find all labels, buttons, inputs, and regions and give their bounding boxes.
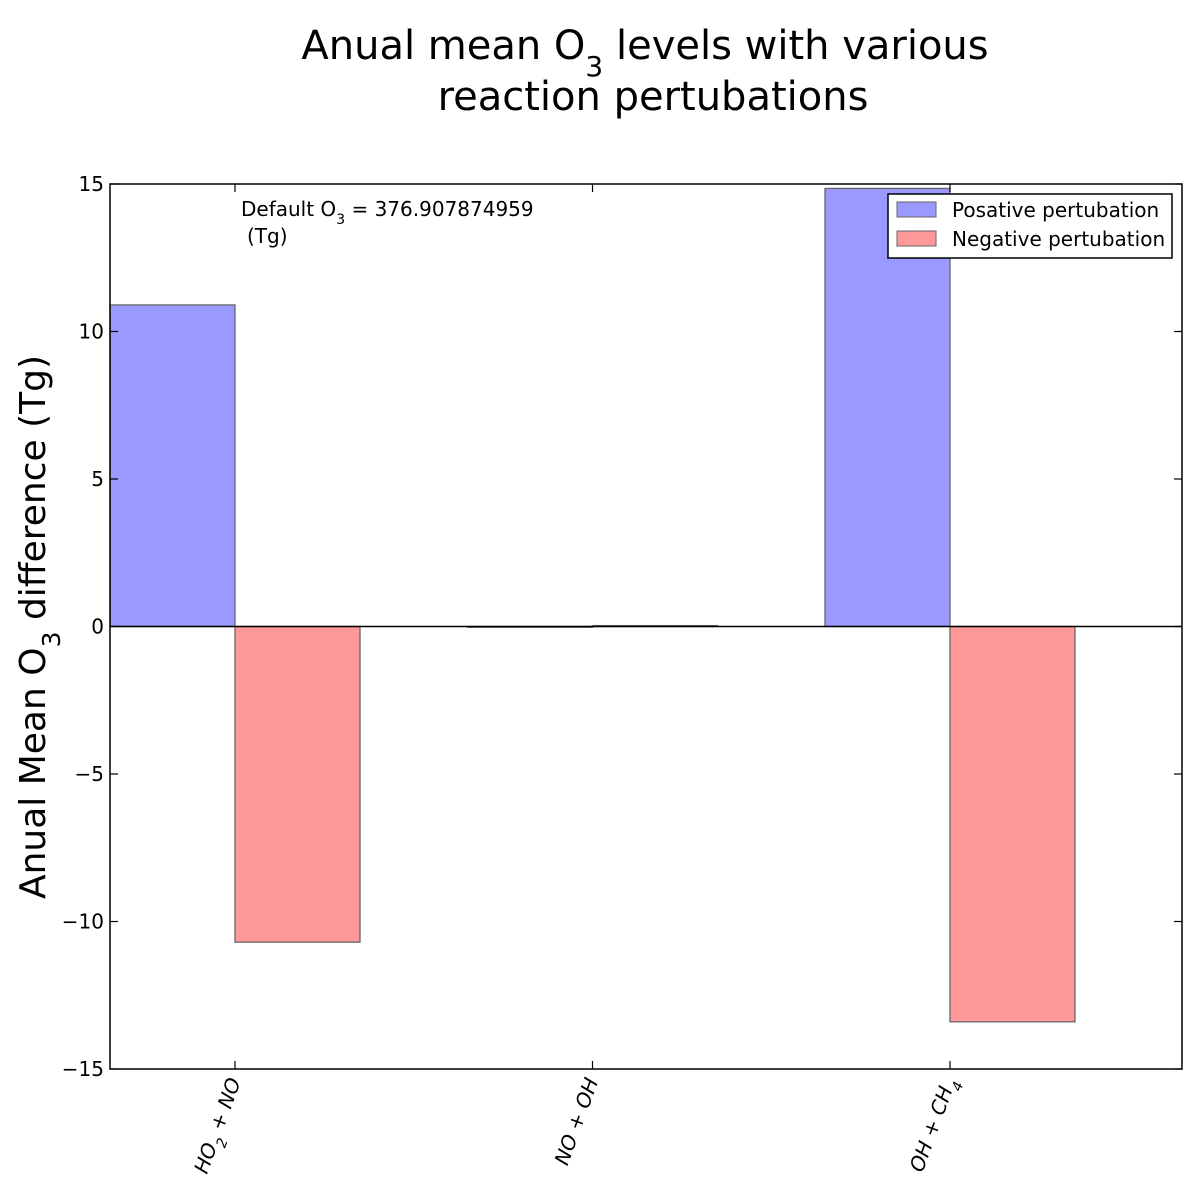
x-tick-label-1: NO + OH [550, 1075, 604, 1169]
legend-label-negative: Negative pertubation [952, 227, 1165, 251]
legend-swatch-negative [896, 230, 937, 247]
default-o3-annotation-line1: Default O3 = 376.907874959 [241, 197, 534, 228]
y-tick-label-3: 0 [91, 615, 104, 639]
bar-negative-0 [234, 625, 361, 943]
bar-negative-2 [949, 625, 1076, 1023]
x-tick-label-2: OH + CH4 [905, 1075, 968, 1178]
bar-positive-2 [824, 187, 951, 628]
title-line1-pre: Anual mean O [301, 23, 585, 69]
y-tick-label-2: 5 [91, 467, 104, 491]
legend-swatch-positive [896, 201, 937, 218]
ylabel-sub: 3 [37, 632, 66, 648]
legend: Posative pertubation Negative pertubatio… [887, 193, 1173, 259]
annot-line1-sub: 3 [336, 212, 345, 228]
legend-label-positive: Posative pertubation [952, 198, 1159, 222]
y-tick-label-1: 10 [79, 320, 104, 344]
default-o3-annotation-line2: (Tg) [247, 224, 288, 248]
ylabel-pre: Anual Mean O [13, 647, 54, 899]
bars-group [109, 187, 1076, 1023]
chart-title-line2: reaction pertubations [438, 74, 869, 120]
y-ticks-group: 15 10 5 0 −5 −10 −15 [62, 172, 1182, 1081]
annot-line1-pre: Default O [241, 197, 336, 221]
x-tick-label-0: HO2 + NO [189, 1075, 252, 1179]
chart-title-line1: Anual mean O3 levels with various [301, 23, 988, 83]
title-line1-post: levels with various [603, 23, 988, 69]
ylabel-post: difference (Tg) [13, 355, 54, 632]
title-line1-sub: 3 [585, 50, 603, 83]
y-axis-label: Anual Mean O3 difference (Tg) [13, 355, 66, 899]
annot-line1-post: = 376.907874959 [345, 197, 534, 221]
y-tick-label-5: −10 [62, 910, 104, 934]
y-tick-label-0: 15 [79, 172, 104, 196]
y-tick-label-4: −5 [75, 762, 104, 786]
bar-positive-0 [109, 304, 236, 628]
y-tick-label-6: −15 [62, 1057, 104, 1081]
